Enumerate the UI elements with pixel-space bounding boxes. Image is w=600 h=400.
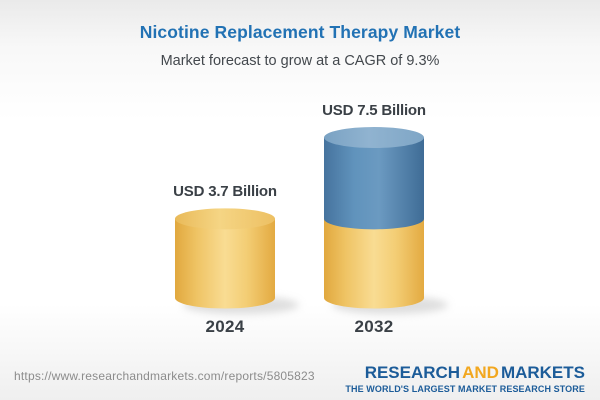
- logo-word-and: AND: [462, 363, 499, 382]
- logo-tagline: THE WORLD'S LARGEST MARKET RESEARCH STOR…: [345, 384, 585, 394]
- page-title: Nicotine Replacement Therapy Market: [139, 22, 461, 42]
- research-and-markets-logo[interactable]: RESEARCH AND MARKETS THE WORLD'S LARGEST M…: [345, 364, 585, 394]
- axis-label-2032: 2032: [354, 317, 394, 336]
- report-url[interactable]: https://www.researchandmarkets.com/repor…: [14, 369, 315, 383]
- value-label-2024: USD 3.7 Billion: [173, 183, 277, 201]
- logo-word-markets: MARKETS: [500, 363, 585, 382]
- logo-wordmark: RESEARCH AND MARKETS: [345, 364, 585, 381]
- cylinder-bar-2032: [324, 127, 448, 314]
- logo-word-research: RESEARCH: [364, 363, 461, 382]
- axis-label-2024: 2024: [205, 317, 245, 336]
- cylinder-bar-2024: [175, 208, 299, 314]
- value-label-2032: USD 7.5 Billion: [322, 102, 426, 119]
- page-subtitle: Market forecast to grow at a CAGR of 9.3…: [160, 53, 440, 69]
